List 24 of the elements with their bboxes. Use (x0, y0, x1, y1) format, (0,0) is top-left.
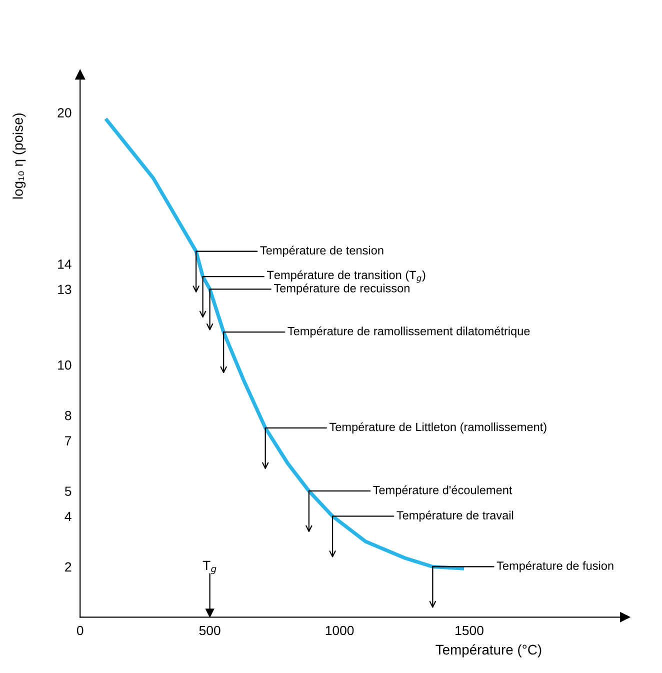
x-axis-title: Température (°C) (436, 644, 542, 658)
y-tick-label: 7 (65, 436, 72, 446)
x-tick-label: 1500 (456, 626, 484, 636)
y-tick-label: 10 (58, 360, 72, 370)
x-tick-label: 1000 (326, 626, 354, 636)
annotation: Température de fusion (496, 561, 614, 572)
annotation: Température d'écoulement (373, 485, 512, 497)
annotation: Température de Littleton (ramollissement) (329, 422, 546, 434)
annotation: Température de travail (396, 510, 514, 522)
y-tick-label: 13 (58, 284, 72, 294)
y-tick-label: 14 (58, 260, 72, 269)
x-tick-label: 0 (76, 626, 84, 636)
annotation: Température de transition (T$_{g}$) (266, 270, 426, 283)
annotation: Température de ramollissement dilatométrique (288, 326, 530, 338)
y-tick-label: 5 (64, 486, 72, 496)
y-axis-title: log₁₀ η (poise) (12, 113, 26, 199)
annotation: Température de tension (260, 246, 384, 257)
y-tick-label: 20 (58, 108, 72, 118)
y-tick-label: 8 (65, 410, 72, 420)
annotation: Température de recuisson (274, 284, 410, 295)
y-tick-label: 4 (64, 512, 72, 522)
x-tick-label: 500 (199, 626, 220, 636)
ref-line-label: T$_{g}$ (202, 560, 216, 574)
y-tick-label: 2 (65, 562, 72, 572)
